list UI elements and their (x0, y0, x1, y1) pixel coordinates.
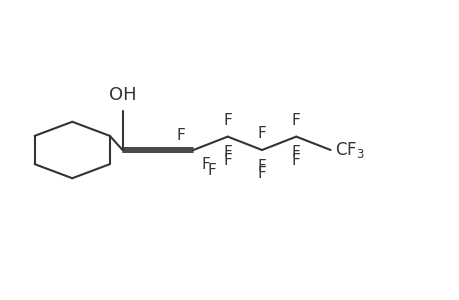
Text: F: F (257, 159, 266, 174)
Text: F: F (176, 128, 185, 143)
Text: F: F (207, 163, 216, 178)
Text: F: F (291, 153, 300, 168)
Text: F: F (223, 153, 232, 168)
Text: CF$_3$: CF$_3$ (335, 140, 364, 160)
Text: F: F (291, 146, 300, 160)
Text: OH: OH (108, 86, 136, 104)
Text: F: F (223, 146, 232, 160)
Text: F: F (223, 113, 232, 128)
Text: F: F (257, 126, 266, 141)
Text: F: F (257, 166, 266, 181)
Text: F: F (291, 113, 300, 128)
Text: F: F (202, 157, 210, 172)
